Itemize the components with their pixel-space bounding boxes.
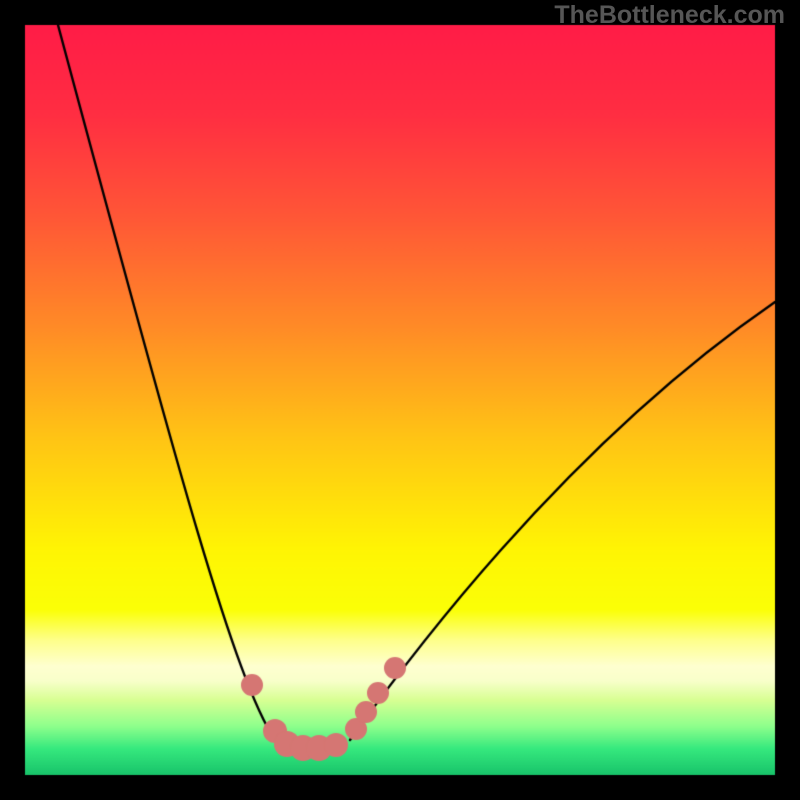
bottleneck-curve-chart (0, 0, 800, 800)
chart-root: TheBottleneck.com (0, 0, 800, 800)
watermark-text: TheBottleneck.com (554, 1, 785, 30)
